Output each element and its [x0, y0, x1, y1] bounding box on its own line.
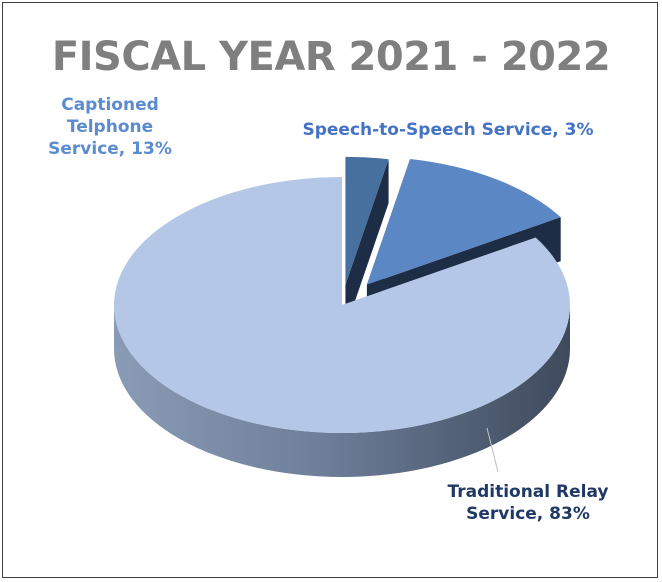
pie-slice-speech-to-speech-service	[345, 156, 389, 329]
data-label-speech-to-speech-service: Speech-to-Speech Service, 3%	[302, 120, 593, 140]
chart-title: FISCAL YEAR 2021 - 2022	[51, 34, 611, 80]
pie-slice-traditional-relay-service	[114, 177, 570, 477]
data-label-captioned-telphone-service: Captioned Telphone Service, 13%	[48, 95, 172, 159]
data-label-traditional-relay-service: Traditional Relay Service, 83%	[447, 482, 608, 524]
leader-line	[486, 427, 499, 473]
